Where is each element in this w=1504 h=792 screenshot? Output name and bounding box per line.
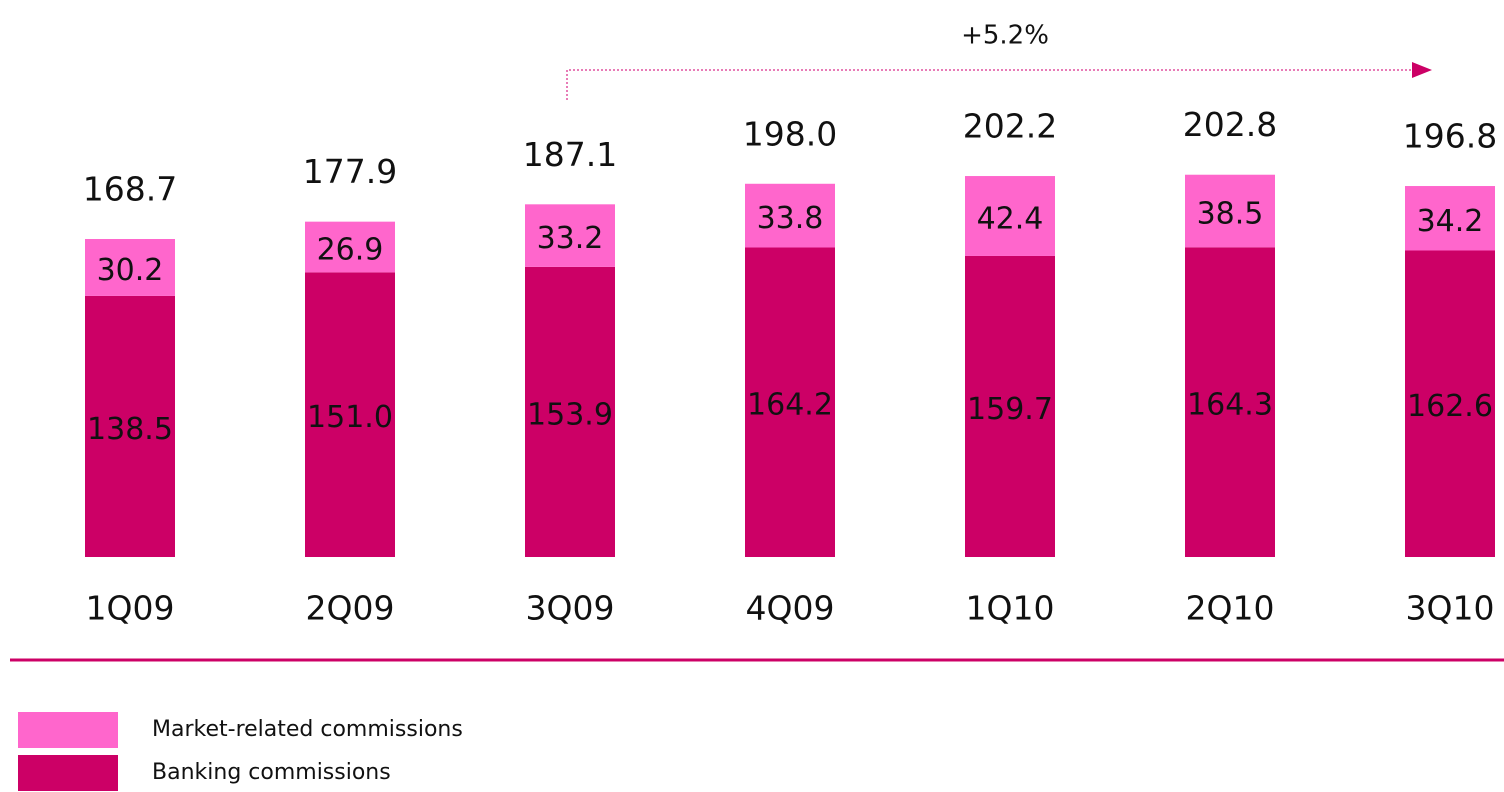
x-tick-label: 2Q09 xyxy=(306,589,395,628)
legend-label: Banking commissions xyxy=(152,760,391,785)
bar-segment xyxy=(1405,250,1495,557)
x-tick-label: 2Q10 xyxy=(1186,589,1275,628)
total-label: 198.0 xyxy=(743,114,837,153)
x-tick-label: 4Q09 xyxy=(746,589,835,628)
arrow-head xyxy=(1412,62,1432,78)
total-label: 168.7 xyxy=(83,170,177,209)
bar-segment xyxy=(1185,247,1275,557)
bar-segment xyxy=(305,221,395,273)
value-label: 164.2 xyxy=(747,388,833,423)
value-label: 151.0 xyxy=(307,400,393,435)
growth-annotation: +5.2% xyxy=(961,21,1049,51)
bar-segment xyxy=(1405,186,1495,251)
bar-segment xyxy=(965,176,1055,256)
legend-label: Market-related commissions xyxy=(152,717,463,742)
total-label: 187.1 xyxy=(523,135,617,174)
legend-swatch xyxy=(18,712,118,748)
total-label: 202.2 xyxy=(963,106,1057,145)
bar-segment xyxy=(85,295,175,557)
bar-segment xyxy=(1185,174,1275,248)
value-label: 162.6 xyxy=(1407,389,1493,424)
bar-segment xyxy=(305,272,395,557)
value-label: 34.2 xyxy=(1417,204,1484,239)
total-label: 196.8 xyxy=(1403,117,1497,156)
bar-segment xyxy=(745,183,835,248)
value-label: 33.2 xyxy=(537,221,604,256)
bar-segment xyxy=(85,239,175,296)
x-tick-label: 1Q10 xyxy=(966,589,1055,628)
value-label: 153.9 xyxy=(527,397,613,432)
value-label: 138.5 xyxy=(87,412,173,447)
bar-segment xyxy=(525,266,615,557)
value-label: 159.7 xyxy=(967,392,1053,427)
bar-segment xyxy=(525,204,615,267)
x-tick-label: 3Q10 xyxy=(1406,589,1495,628)
bar-segment xyxy=(745,247,835,557)
value-label: 164.3 xyxy=(1187,388,1273,423)
total-label: 177.9 xyxy=(303,152,397,191)
total-label: 202.8 xyxy=(1183,105,1277,144)
value-label: 33.8 xyxy=(757,201,824,236)
value-label: 26.9 xyxy=(317,233,384,268)
legend-swatch xyxy=(18,755,118,791)
value-label: 42.4 xyxy=(977,202,1044,237)
x-tick-label: 1Q09 xyxy=(86,589,175,628)
x-tick-label: 3Q09 xyxy=(526,589,615,628)
growth-arrow xyxy=(566,69,1418,100)
value-label: 38.5 xyxy=(1197,197,1264,232)
value-label: 30.2 xyxy=(97,253,164,288)
bar-segment xyxy=(965,255,1055,557)
